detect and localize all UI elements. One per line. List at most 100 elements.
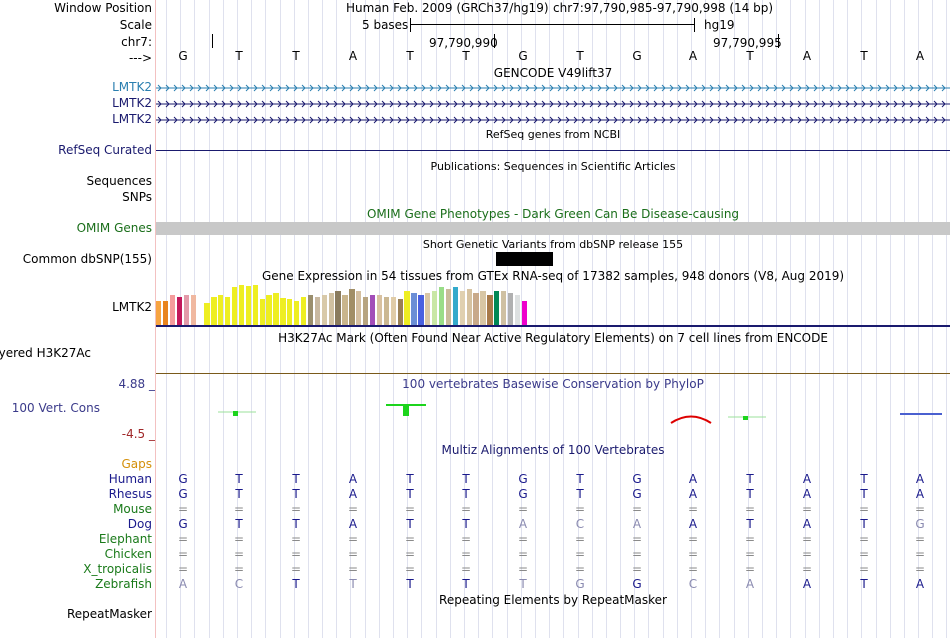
gtex-tissue-bar[interactable] [218,295,224,325]
gridline [606,0,607,638]
gencode-gene-3[interactable] [156,113,950,127]
label-cons-name[interactable]: 100 Vert. Cons [11,401,100,415]
scale-text: 5 bases [362,18,409,32]
gtex-tissue-bar[interactable] [252,285,258,325]
gtex-tissue-bar[interactable] [507,293,514,325]
species-label[interactable]: Zebrafish [95,577,152,591]
gtex-tissue-bar[interactable] [466,289,472,325]
gtex-tissue-bar[interactable] [397,299,403,325]
gtex-tissue-bar[interactable] [521,301,528,325]
gtex-tissue-bar[interactable] [349,289,355,325]
label-chrom[interactable]: chr7: [121,35,152,49]
gtex-bar-chart[interactable] [156,285,950,325]
species-label[interactable]: Rhesus [108,487,152,501]
gtex-tissue-bar[interactable] [204,303,210,325]
gtex-tissue-bar[interactable] [314,297,321,325]
species-label[interactable]: Mouse [113,502,152,516]
cons-peak [403,405,409,416]
gtex-tissue-bar[interactable] [514,295,521,325]
gencode-gene-1[interactable] [156,81,950,95]
gtex-tissue-bar[interactable] [238,285,245,325]
label-snps[interactable]: SNPs [122,190,152,204]
label-gencode-1[interactable]: LMTK2 [112,80,152,94]
label-scale[interactable]: Scale [119,18,152,32]
gtex-tissue-bar[interactable] [501,291,507,325]
label-sequences[interactable]: Sequences [86,174,152,188]
gtex-tissue-bar[interactable] [418,295,424,325]
track-labels-panel: Window Position Scale chr7: ---> LMTK2 L… [0,0,155,638]
gtex-tissue-bar[interactable] [245,286,252,325]
gtex-tissue-bar[interactable] [480,291,486,325]
gridline [634,0,635,638]
refseq-gene[interactable] [156,150,950,151]
gtex-tissue-bar[interactable] [169,295,176,325]
gridline [890,0,891,638]
gtex-tissue-bar[interactable] [183,295,189,325]
gtex-tissue-bar[interactable] [363,297,369,325]
gtex-tissue-bar[interactable] [356,291,362,325]
track-image-panel[interactable]: Human Feb. 2009 (GRCh37/hg19) chr7:97,79… [156,0,950,638]
gtex-tissue-bar[interactable] [438,287,445,325]
gtex-tissue-bar[interactable] [162,301,169,325]
alignment-base: A [348,517,358,531]
gtex-tissue-bar[interactable] [335,291,341,325]
species-label[interactable]: Human [108,472,152,486]
gtex-tissue-bar[interactable] [300,297,307,325]
gtex-tissue-bar[interactable] [231,287,238,325]
gtex-tissue-bar[interactable] [273,293,279,325]
label-omim[interactable]: OMIM Genes [76,221,152,235]
label-gtex[interactable]: LMTK2 [112,300,152,314]
gtex-tissue-bar[interactable] [328,293,334,325]
gtex-tissue-bar[interactable] [459,291,465,325]
species-label[interactable]: X_tropicalis [83,562,152,576]
gtex-tissue-bar[interactable] [211,297,217,325]
gtex-tissue-bar[interactable] [487,295,493,325]
dbsnp-variant[interactable] [496,252,553,266]
gtex-tissue-bar[interactable] [266,295,272,325]
alignment-base: = [801,562,813,576]
label-dbsnp[interactable]: Common dbSNP(155) [22,252,152,266]
label-gaps[interactable]: Gaps [121,457,152,471]
gencode-gene-2[interactable] [156,97,950,111]
label-strand[interactable]: ---> [128,51,152,65]
gtex-tissue-bar[interactable] [342,295,348,325]
panel-divider[interactable] [155,0,156,638]
gtex-tissue-bar[interactable] [190,295,196,325]
gtex-tissue-bar[interactable] [411,293,417,325]
species-label[interactable]: Elephant [98,532,152,546]
gtex-tissue-bar[interactable] [404,291,410,325]
alignment-base: T [349,577,357,591]
gtex-tissue-bar[interactable] [473,293,479,325]
gtex-tissue-bar[interactable] [294,301,300,325]
omim-gene-bar[interactable] [156,222,950,235]
species-label[interactable]: Chicken [104,547,152,561]
gtex-tissue-bar[interactable] [369,295,376,325]
gtex-tissue-bar[interactable] [432,291,438,325]
label-gencode-2[interactable]: LMTK2 [112,96,152,110]
label-gencode-3[interactable]: LMTK2 [112,112,152,126]
gtex-tissue-bar[interactable] [445,289,452,325]
gtex-tissue-bar[interactable] [452,287,459,325]
tick-mark [212,34,213,48]
label-repeatmasker[interactable]: RepeatMasker [66,607,152,621]
alignment-base: T [519,577,527,591]
label-h3k27ac[interactable]: Layered H3K27Ac [0,346,91,360]
alignment-base: = [517,532,529,546]
gtex-tissue-bar[interactable] [321,295,327,325]
cons-plot[interactable] [156,396,950,426]
gtex-tissue-bar[interactable] [376,295,383,325]
gtex-tissue-bar[interactable] [494,291,500,325]
gtex-tissue-bar[interactable] [307,295,314,325]
gtex-tissue-bar[interactable] [176,297,183,325]
gtex-tissue-bar[interactable] [287,299,293,325]
gtex-tissue-bar[interactable] [425,293,431,325]
gtex-tissue-bar[interactable] [280,298,286,325]
gtex-tissue-bar[interactable] [259,299,265,325]
species-label[interactable]: Dog [127,517,152,531]
gtex-tissue-bar[interactable] [156,301,162,325]
omim-track-title: OMIM Gene Phenotypes - Dark Green Can Be… [366,207,740,221]
gtex-tissue-bar[interactable] [225,297,231,325]
label-refseq[interactable]: RefSeq Curated [58,143,152,157]
gtex-tissue-bar[interactable] [390,297,396,325]
gtex-tissue-bar[interactable] [383,297,390,325]
